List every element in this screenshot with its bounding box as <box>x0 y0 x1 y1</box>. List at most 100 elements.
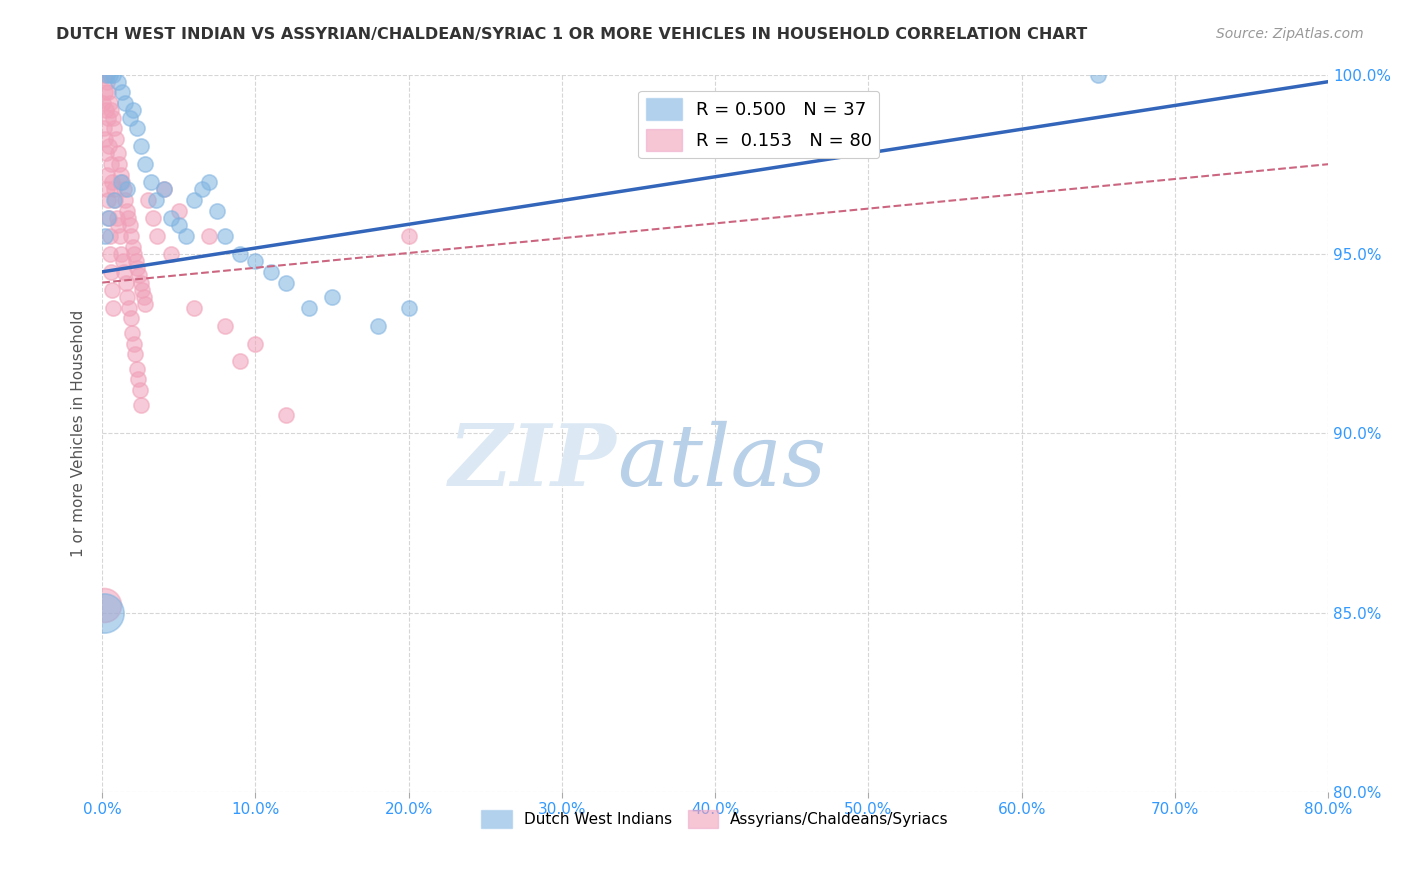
Point <box>274 276 297 290</box>
Point <box>146 229 169 244</box>
Point <box>104 193 127 207</box>
Point <box>214 229 236 244</box>
Point <box>198 175 221 189</box>
Point <box>103 193 125 207</box>
Point <box>125 254 148 268</box>
Point <box>124 247 146 261</box>
Point <box>94 103 117 118</box>
Point <box>160 247 183 261</box>
Point <box>245 254 267 268</box>
Point <box>134 157 156 171</box>
Text: DUTCH WEST INDIAN VS ASSYRIAN/CHALDEAN/SYRIAC 1 OR MORE VEHICLES IN HOUSEHOLD CO: DUTCH WEST INDIAN VS ASSYRIAN/CHALDEAN/S… <box>56 27 1087 42</box>
Point <box>98 229 121 244</box>
Point <box>98 68 121 82</box>
Point <box>121 326 143 340</box>
Point <box>96 75 118 89</box>
Point <box>101 68 124 82</box>
Point <box>101 301 124 315</box>
Point <box>129 398 152 412</box>
Point <box>93 86 115 100</box>
Point <box>129 276 152 290</box>
Point <box>105 211 128 225</box>
Point <box>93 606 115 620</box>
Point <box>97 86 120 100</box>
Point <box>132 290 155 304</box>
Point <box>114 193 136 207</box>
Point <box>120 311 142 326</box>
Point <box>94 132 117 146</box>
Point <box>112 182 135 196</box>
Point <box>94 229 117 244</box>
Point <box>183 301 205 315</box>
Point <box>114 265 136 279</box>
Point <box>131 283 153 297</box>
Point <box>145 193 167 207</box>
Point <box>245 336 267 351</box>
Point <box>134 297 156 311</box>
Y-axis label: 1 or more Vehicles in Household: 1 or more Vehicles in Household <box>72 310 86 557</box>
Point <box>98 139 121 153</box>
Point <box>136 193 159 207</box>
Point <box>110 247 132 261</box>
Point <box>127 372 149 386</box>
Point <box>122 336 145 351</box>
Point <box>105 132 128 146</box>
Point <box>298 301 321 315</box>
Point <box>96 68 118 82</box>
Point <box>100 157 122 171</box>
Point <box>107 75 129 89</box>
Point <box>114 96 136 111</box>
Point <box>367 318 389 333</box>
Point <box>100 103 122 118</box>
Point <box>121 103 143 118</box>
Point <box>124 347 146 361</box>
Point <box>183 193 205 207</box>
Point <box>94 68 117 82</box>
Point <box>118 218 141 232</box>
Point <box>97 211 120 225</box>
Point <box>97 211 120 225</box>
Point <box>117 211 139 225</box>
Point <box>118 301 141 315</box>
Point <box>103 121 125 136</box>
Point <box>107 146 129 161</box>
Point <box>260 265 283 279</box>
Point <box>107 218 129 232</box>
Point <box>191 182 214 196</box>
Point <box>198 229 221 244</box>
Point <box>141 175 163 189</box>
Point <box>108 157 131 171</box>
Point <box>167 203 190 218</box>
Point <box>111 175 134 189</box>
Point <box>110 175 132 189</box>
Point <box>121 240 143 254</box>
Point <box>94 146 117 161</box>
Point <box>96 168 118 182</box>
Legend: Dutch West Indians, Assyrians/Chaldeans/Syriacs: Dutch West Indians, Assyrians/Chaldeans/… <box>475 804 955 835</box>
Point <box>274 409 297 423</box>
Point <box>118 111 141 125</box>
Point <box>1087 68 1109 82</box>
Point <box>101 111 124 125</box>
Point <box>97 111 120 125</box>
Text: atlas: atlas <box>617 421 827 503</box>
Point <box>115 203 138 218</box>
Point <box>93 96 115 111</box>
Point <box>96 182 118 196</box>
Point <box>93 599 115 613</box>
Point <box>160 211 183 225</box>
Point <box>176 229 198 244</box>
Point <box>398 301 420 315</box>
Point <box>115 276 138 290</box>
Point <box>103 182 125 196</box>
Point <box>98 96 121 111</box>
Point <box>98 247 121 261</box>
Point <box>111 86 134 100</box>
Point <box>110 168 132 182</box>
Point <box>128 383 150 397</box>
Point <box>125 361 148 376</box>
Point <box>205 203 228 218</box>
Point <box>152 182 174 196</box>
Point <box>152 182 174 196</box>
Point <box>129 139 152 153</box>
